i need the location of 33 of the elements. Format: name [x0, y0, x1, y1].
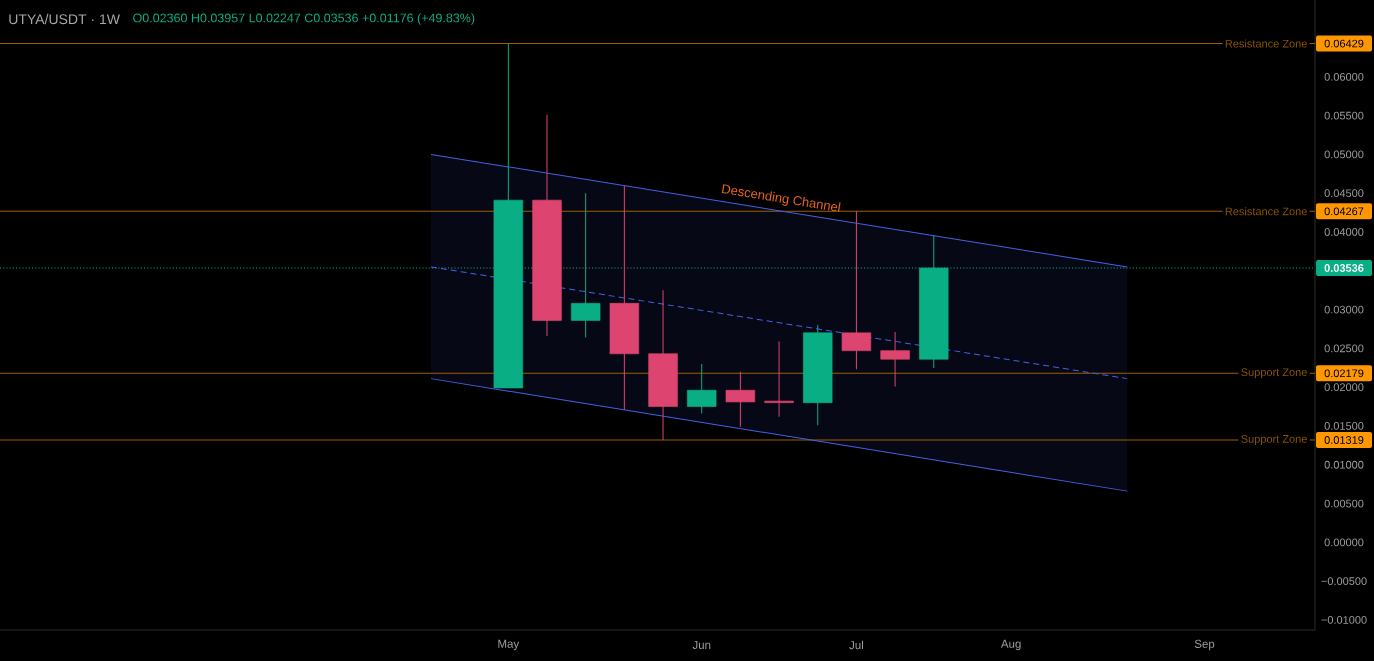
y-tick-label: −0.00500	[1321, 577, 1367, 586]
ref-line-label: Support Zone	[1241, 435, 1307, 445]
ref-line-label: Resistance Zone	[1225, 39, 1307, 48]
y-tick-label: 0.01319	[1324, 436, 1364, 444]
y-tick-label: 0.03000	[1324, 305, 1364, 314]
y-tick-label: 0.05000	[1324, 150, 1364, 159]
y-tick-label: 0.01000	[1324, 460, 1364, 469]
y-tick-label: 0.02000	[1324, 383, 1364, 392]
y-tick-label: 0.04267	[1324, 207, 1364, 216]
y-tick-label: −0.01000	[1321, 616, 1367, 624]
ref-line-label: Resistance Zone	[1225, 207, 1307, 216]
x-tick-label: May	[498, 639, 520, 651]
y-tick-label: 0.00500	[1324, 499, 1364, 508]
candlestick	[841, 210, 872, 370]
y-tick-label: 0.02500	[1324, 344, 1364, 353]
y-tick-label: 0.04500	[1324, 189, 1364, 198]
y-tick-label: 0.06429	[1324, 39, 1364, 48]
y-tick-label: 0.04000	[1324, 228, 1364, 236]
x-tick-label: Jul	[849, 640, 863, 650]
y-tick-label: 0.01500	[1324, 422, 1364, 430]
x-tick-label: Aug	[1000, 639, 1021, 651]
y-tick-label: 0.00000	[1324, 538, 1364, 547]
text: UTYA/USDT · 1W	[9, 13, 120, 25]
ref-line-label: Support Zone	[1241, 368, 1307, 379]
y-tick-label: 0.05500	[1324, 111, 1364, 120]
x-tick-label: Sep	[1194, 639, 1215, 651]
x-tick-label: Jun	[692, 640, 711, 649]
y-tick-label: 0.06000	[1324, 72, 1364, 81]
candlestick	[764, 340, 794, 418]
annotation: Descending Channel	[721, 184, 841, 212]
text: O0.02360 H0.03957 L0.02247 C0.03536 +0.01176 (+49.83%)	[133, 13, 475, 25]
y-tick-label: 0.03536	[1324, 264, 1364, 272]
y-tick-label: 0.02179	[1324, 369, 1364, 378]
